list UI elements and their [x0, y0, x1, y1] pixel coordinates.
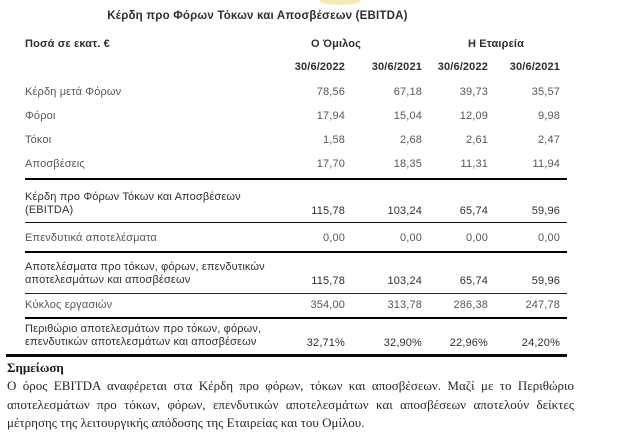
note-paragraph: Ο όρος EBITDA αναφέρεται στα Κέρδη προ φ… — [7, 378, 574, 430]
empty-header-cell — [25, 56, 290, 80]
row-ebitda: Κέρδη προ Φόρων Τόκων και Αποσβέσεων (EB… — [25, 179, 568, 223]
row-label: Επενδυτικά αποτελέσματα — [25, 222, 290, 253]
cell-value: 2,68 — [399, 134, 422, 146]
row-label: Κύκλος εργασιών — [25, 293, 290, 319]
cell-value: 18,35 — [345, 152, 422, 180]
cell-value: 32,71% — [306, 337, 345, 349]
group-column-header: Ο Όμιλος — [310, 38, 362, 50]
cell-value: 247,78 — [488, 293, 568, 319]
cell-value: 1,58 — [322, 134, 345, 146]
row-label-line: Αποτελέσματα προ τόκων, φόρων, επενδυτικ… — [25, 260, 265, 273]
cell-value: 17,70 — [290, 152, 345, 180]
cell-value: 0,00 — [345, 222, 422, 253]
row-label: Αποτελέσματα προ τόκων, φόρων, επενδυτικ… — [25, 252, 290, 294]
row-label-line: Κέρδη προ Φόρων Τόκων και Αποσβέσεων — [25, 190, 241, 203]
row-profit-after-tax: Κέρδη μετά Φόρων 78,56 67,18 39,73 35,57 — [25, 80, 567, 104]
cell-value: 0,00 — [422, 222, 488, 253]
cell-value: 22,96% — [449, 337, 488, 349]
row-depreciation: Αποσβέσεις 17,70 18,35 11,31 11,94 — [25, 152, 568, 180]
row-label: Κέρδη μετά Φόρων — [25, 86, 122, 98]
cell-value: 59,96 — [488, 252, 568, 294]
cell-value: 103,24 — [345, 179, 422, 223]
cell-value: 286,38 — [422, 293, 488, 319]
cell-value: 11,31 — [422, 152, 488, 180]
cell-value: 32,90% — [383, 337, 422, 349]
row-label-line: (EBITDA) — [25, 203, 74, 216]
ebitda-table: Ποσά σε εκατ. € Ο Όμιλος Η Εταιρεία 30/6… — [25, 30, 568, 352]
row-taxes: Φόροι 17,94 15,04 12,09 9,98 — [25, 104, 567, 128]
cell-value: 39,73 — [459, 86, 488, 98]
cell-value: 65,74 — [422, 252, 488, 294]
cell-value: 67,18 — [393, 86, 422, 98]
cell-value: 12,09 — [459, 110, 488, 122]
date-column-header: 30/6/2022 — [294, 61, 345, 73]
row-label-line: επενδυτικών αποτελεσμάτων και αποσβέσεων — [25, 336, 257, 348]
row-label: Κέρδη προ Φόρων Τόκων και Αποσβέσεων (EB… — [25, 179, 290, 223]
highlight-artifact — [320, 0, 360, 5]
cell-value: 313,78 — [345, 293, 422, 319]
cell-value: 35,57 — [531, 86, 561, 98]
cell-value: 354,00 — [290, 293, 345, 319]
row-label-line: Περιθώριο αποτελεσμάτων προ τόκων, φόρων… — [25, 323, 262, 335]
cell-value: 2,47 — [538, 134, 561, 146]
row-label: Περιθώριο αποτελεσμάτων προ τόκων, φόρων… — [25, 318, 290, 352]
date-column-header: 30/6/2021 — [509, 61, 561, 73]
row-results-before-interest-tax: Αποτελέσματα προ τόκων, φόρων, επενδυτικ… — [25, 252, 568, 294]
row-ebitda-margin: Περιθώριο αποτελεσμάτων προ τόκων, φόρων… — [25, 318, 567, 352]
cell-value: 115,78 — [290, 252, 345, 294]
unit-label: Ποσά σε εκατ. € — [25, 38, 110, 50]
row-investment-results: Επενδυτικά αποτελέσματα 0,00 0,00 0,00 0… — [25, 222, 568, 253]
cell-value: 65,74 — [422, 179, 488, 223]
cell-value: 15,04 — [393, 110, 422, 122]
row-turnover: Κύκλος εργασιών 354,00 313,78 286,38 247… — [25, 293, 568, 319]
table-header-groups: Ποσά σε εκατ. € Ο Όμιλος Η Εταιρεία — [25, 30, 567, 56]
table-header-dates: 30/6/2022 30/6/2021 30/6/2022 30/6/2021 — [25, 56, 567, 80]
date-column-header: 30/6/2022 — [437, 61, 488, 73]
row-label: Φόροι — [25, 110, 56, 122]
cell-value: 24,20% — [521, 337, 561, 349]
note-heading: Σημείωση — [7, 360, 64, 375]
note-divider-rule — [6, 354, 567, 357]
company-column-header: Η Εταιρεία — [467, 38, 525, 50]
cell-value: 0,00 — [488, 222, 568, 253]
cell-value: 2,61 — [465, 134, 488, 146]
cell-value: 0,00 — [290, 222, 345, 253]
row-label-line: αποτελεσμάτων και αποσβέσεων — [25, 273, 191, 286]
row-interest: Τόκοι 1,58 2,68 2,61 2,47 — [25, 128, 567, 152]
date-column-header: 30/6/2021 — [371, 61, 422, 73]
row-label: Αποσβέσεις — [25, 152, 290, 180]
cell-value: 59,96 — [488, 179, 568, 223]
cell-value: 103,24 — [345, 252, 422, 294]
cell-value: 115,78 — [290, 179, 345, 223]
cell-value: 78,56 — [316, 86, 345, 98]
cell-value: 17,94 — [316, 110, 345, 122]
page-title: Κέρδη προ Φόρων Τόκων και Αποσβέσεων (EB… — [107, 10, 408, 22]
cell-value: 9,98 — [538, 110, 561, 122]
row-label: Τόκοι — [25, 134, 52, 146]
cell-value: 11,94 — [488, 152, 568, 180]
